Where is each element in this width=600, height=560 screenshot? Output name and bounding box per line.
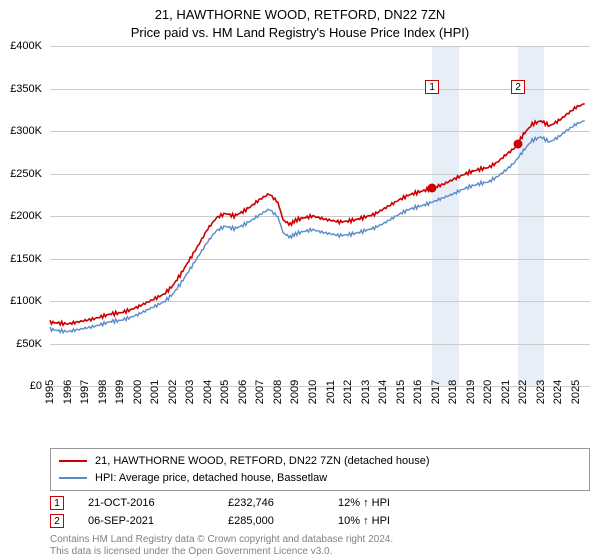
sales-table: 1 21-OCT-2016 £232,746 12% ↑ HPI 2 06-SE… (50, 494, 590, 530)
sale-index-badge: 1 (50, 496, 64, 510)
sale-hpi-delta: 10% ↑ HPI (338, 515, 448, 527)
sale-hpi-delta: 12% ↑ HPI (338, 497, 448, 509)
chart-container: 21, HAWTHORNE WOOD, RETFORD, DN22 7ZN Pr… (0, 0, 600, 560)
x-axis-label: 2021 (500, 380, 512, 404)
y-axis-label: £250K (0, 168, 44, 180)
x-axis-label: 2004 (202, 380, 214, 404)
footer-line-2: This data is licensed under the Open Gov… (50, 546, 393, 558)
x-axis-label: 2002 (167, 380, 179, 404)
sale-row: 1 21-OCT-2016 £232,746 12% ↑ HPI (50, 494, 590, 512)
x-axis-label: 2007 (254, 380, 266, 404)
y-axis-label: £300K (0, 125, 44, 137)
line-layer (50, 46, 590, 386)
legend: 21, HAWTHORNE WOOD, RETFORD, DN22 7ZN (d… (50, 448, 590, 491)
sale-date: 06-SEP-2021 (88, 515, 228, 527)
x-axis-label: 2010 (307, 380, 319, 404)
title-line-2: Price paid vs. HM Land Registry's House … (0, 24, 600, 42)
sale-callout: 2 (511, 80, 525, 94)
chart-plot-area: 12 £0£50K£100K£150K£200K£250K£300K£350K£… (50, 46, 590, 416)
x-axis-label: 2016 (412, 380, 424, 404)
x-axis-label: 2011 (325, 380, 337, 404)
y-axis-label: £0 (0, 380, 44, 392)
series-price_paid (50, 104, 585, 325)
x-axis-label: 2008 (272, 380, 284, 404)
x-axis-label: 2001 (149, 380, 161, 404)
y-axis-label: £400K (0, 40, 44, 52)
sale-date: 21-OCT-2016 (88, 497, 228, 509)
x-axis-label: 1995 (44, 380, 56, 404)
sale-callout: 1 (425, 80, 439, 94)
legend-swatch-price-paid (59, 460, 87, 462)
y-axis-label: £150K (0, 253, 44, 265)
x-axis-label: 2009 (289, 380, 301, 404)
x-axis-label: 2013 (360, 380, 372, 404)
legend-label-hpi: HPI: Average price, detached house, Bass… (95, 470, 327, 487)
chart-title: 21, HAWTHORNE WOOD, RETFORD, DN22 7ZN Pr… (0, 0, 600, 41)
y-axis-label: £200K (0, 210, 44, 222)
x-axis-label: 2022 (517, 380, 529, 404)
legend-label-price-paid: 21, HAWTHORNE WOOD, RETFORD, DN22 7ZN (d… (95, 453, 430, 470)
x-axis-label: 1999 (114, 380, 126, 404)
series-hpi (50, 121, 585, 333)
sale-price: £285,000 (228, 515, 338, 527)
attribution-footer: Contains HM Land Registry data © Crown c… (50, 534, 393, 558)
title-line-1: 21, HAWTHORNE WOOD, RETFORD, DN22 7ZN (0, 6, 600, 24)
y-axis-label: £100K (0, 295, 44, 307)
plot-region: 12 (50, 46, 590, 386)
legend-swatch-hpi (59, 477, 87, 479)
x-axis-label: 2015 (395, 380, 407, 404)
x-axis-label: 2020 (482, 380, 494, 404)
footer-line-1: Contains HM Land Registry data © Crown c… (50, 534, 393, 546)
y-axis-label: £350K (0, 83, 44, 95)
x-axis-label: 1997 (79, 380, 91, 404)
x-axis-label: 2012 (342, 380, 354, 404)
y-axis-label: £50K (0, 338, 44, 350)
x-axis-label: 2003 (184, 380, 196, 404)
sale-marker (513, 139, 522, 148)
sale-row: 2 06-SEP-2021 £285,000 10% ↑ HPI (50, 512, 590, 530)
x-axis-label: 2014 (377, 380, 389, 404)
x-axis-label: 2018 (447, 380, 459, 404)
x-axis-label: 2025 (570, 380, 582, 404)
legend-item-hpi: HPI: Average price, detached house, Bass… (59, 470, 581, 487)
x-axis-label: 1998 (97, 380, 109, 404)
sale-marker (428, 184, 437, 193)
sale-index-badge: 2 (50, 514, 64, 528)
x-axis-label: 2017 (430, 380, 442, 404)
x-axis-label: 2019 (465, 380, 477, 404)
x-axis-label: 1996 (62, 380, 74, 404)
legend-item-price-paid: 21, HAWTHORNE WOOD, RETFORD, DN22 7ZN (d… (59, 453, 581, 470)
x-axis-label: 2000 (132, 380, 144, 404)
sale-price: £232,746 (228, 497, 338, 509)
x-axis-label: 2023 (535, 380, 547, 404)
x-axis-label: 2024 (552, 380, 564, 404)
x-axis-label: 2006 (237, 380, 249, 404)
x-axis-label: 2005 (219, 380, 231, 404)
